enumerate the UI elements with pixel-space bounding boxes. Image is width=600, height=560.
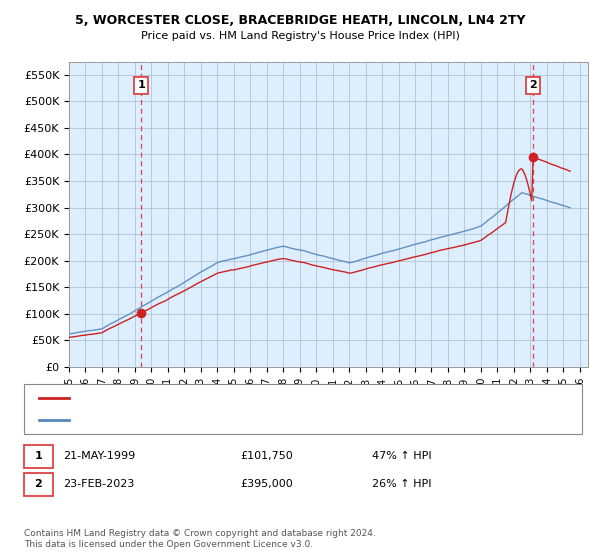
Text: 47% ↑ HPI: 47% ↑ HPI	[372, 451, 431, 461]
Text: Price paid vs. HM Land Registry's House Price Index (HPI): Price paid vs. HM Land Registry's House …	[140, 31, 460, 41]
Text: £101,750: £101,750	[240, 451, 293, 461]
Text: 5, WORCESTER CLOSE, BRACEBRIDGE HEATH, LINCOLN, LN4 2TY (detached house): 5, WORCESTER CLOSE, BRACEBRIDGE HEATH, L…	[75, 393, 506, 403]
Text: 1: 1	[35, 451, 42, 461]
Text: 1: 1	[137, 81, 145, 91]
Text: 23-FEB-2023: 23-FEB-2023	[63, 479, 134, 489]
Text: £395,000: £395,000	[240, 479, 293, 489]
Text: HPI: Average price, detached house, North Kesteven: HPI: Average price, detached house, Nort…	[75, 415, 348, 425]
Text: 21-MAY-1999: 21-MAY-1999	[63, 451, 135, 461]
Text: 5, WORCESTER CLOSE, BRACEBRIDGE HEATH, LINCOLN, LN4 2TY: 5, WORCESTER CLOSE, BRACEBRIDGE HEATH, L…	[75, 14, 525, 27]
Text: Contains HM Land Registry data © Crown copyright and database right 2024.
This d: Contains HM Land Registry data © Crown c…	[24, 529, 376, 549]
Text: 2: 2	[35, 479, 42, 489]
Text: 26% ↑ HPI: 26% ↑ HPI	[372, 479, 431, 489]
Text: 2: 2	[529, 81, 536, 91]
